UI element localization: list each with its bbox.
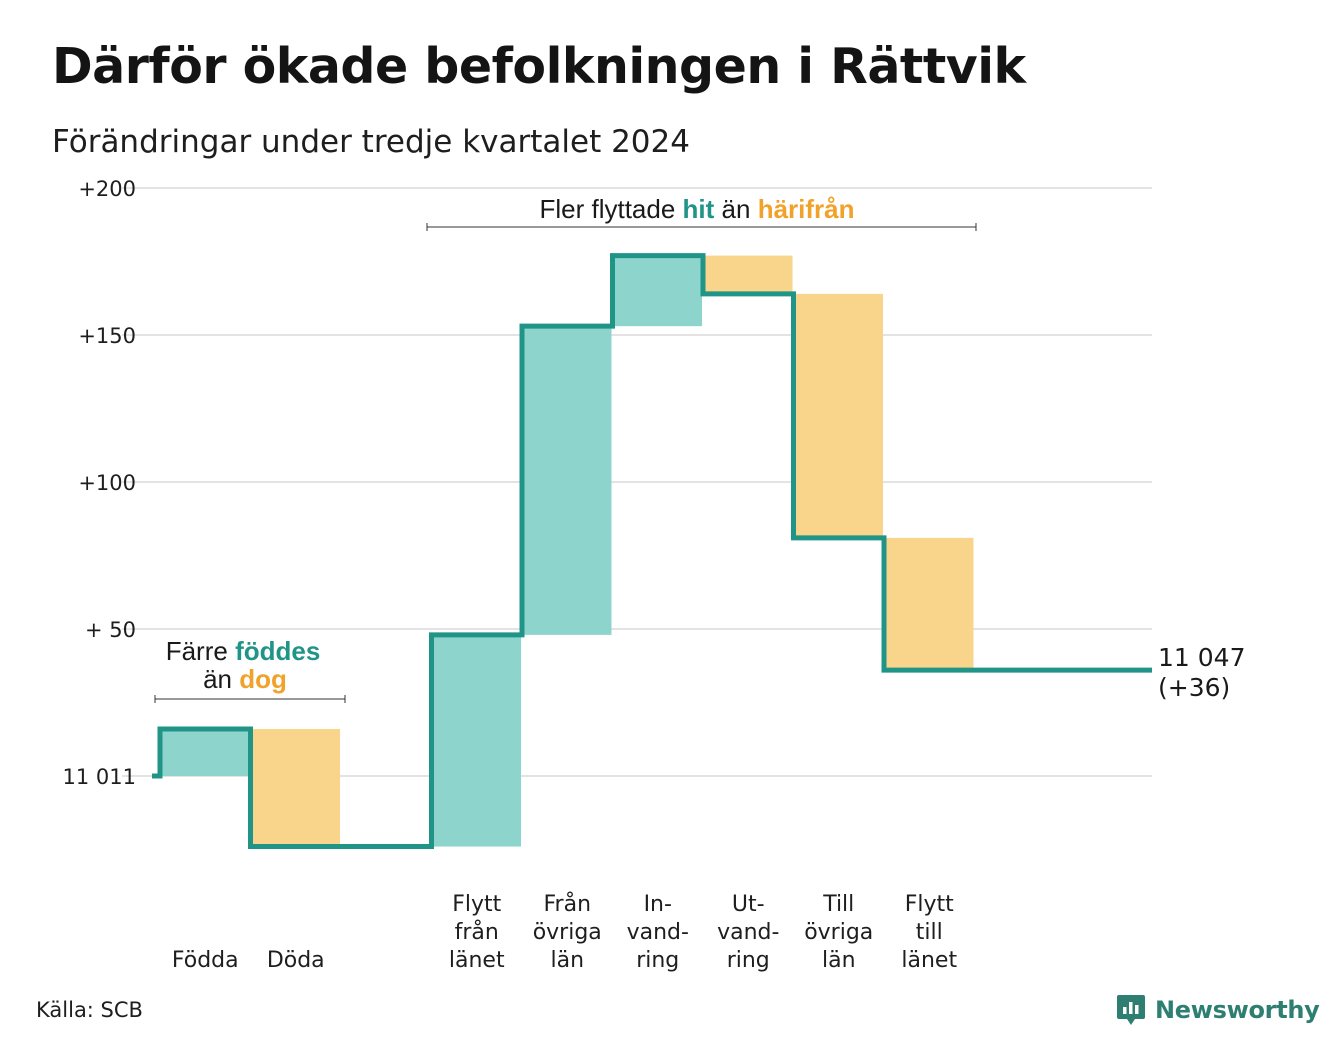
brand-name: Newsworthy (1155, 996, 1320, 1024)
waterfall-bar (161, 728, 250, 776)
births-annotation-prefix2: än (203, 664, 232, 694)
chart-title: Därför ökade befolkningen i Rättvik (52, 38, 1026, 95)
category-label: Flytt till länet (901, 892, 957, 973)
y-tick-label: +200 (78, 177, 136, 201)
migration-bracket (426, 223, 977, 231)
migration-annotation-prefix: Fler flyttade (539, 194, 675, 224)
births-annotation-highlight: föddes (235, 636, 320, 666)
births-annotation-line1: Färre föddes (166, 636, 321, 666)
migration-annotation: Fler flyttade hit än härifrån (426, 194, 977, 231)
y-axis-ticks: 11 011 + 50 +100 +150 +200 (63, 177, 136, 789)
newsworthy-logo-icon (1117, 995, 1145, 1025)
waterfall-bar (432, 634, 521, 847)
waterfall-bar (794, 293, 883, 538)
waterfall-bar (523, 326, 612, 635)
births-bracket (154, 695, 346, 703)
y-tick-label: + 50 (85, 618, 136, 642)
migration-annotation-text: Fler flyttade hit än härifrån (539, 194, 854, 224)
waterfall-chart: 11 011 + 50 +100 +150 +200 Födda Döda Flytt frå… (63, 177, 1246, 973)
category-label: Till övriga län (804, 892, 873, 973)
category-label: Ut-vand-ring (717, 892, 779, 973)
bars (161, 255, 974, 847)
category-label: Från övriga län (533, 891, 602, 973)
category-label: Flytt från länet (449, 892, 505, 973)
migration-annotation-out: härifrån (758, 194, 855, 224)
y-tick-label: 11 011 (63, 765, 136, 789)
y-tick-label: +150 (78, 324, 136, 348)
cumulative-step-line (152, 253, 1152, 850)
category-label: In-vand-ring (627, 892, 689, 973)
migration-annotation-middle: än (722, 194, 751, 224)
births-annotation-prefix: Färre (166, 636, 228, 666)
category-labels: Födda Döda Flytt från länet Från övriga län In-v… (172, 891, 958, 973)
end-value: 11 047 (1158, 643, 1245, 672)
y-tick-label: +100 (78, 471, 136, 495)
category-label: Födda (172, 948, 239, 973)
end-change: (+36) (1158, 673, 1230, 702)
category-label: Döda (267, 948, 325, 973)
chart-subtitle: Förändringar under tredje kvartalet 2024 (52, 124, 690, 160)
migration-annotation-in: hit (683, 194, 715, 224)
births-annotation-highlight2: dog (239, 664, 287, 694)
births-annotation-line2: än dog (203, 664, 287, 694)
waterfall-bar (704, 255, 793, 294)
waterfall-bar (885, 537, 974, 671)
end-value-label: 11 047 (+36) (1158, 643, 1245, 702)
waterfall-bar (613, 255, 702, 327)
waterfall-bar (251, 728, 340, 847)
source-note: Källa: SCB (36, 998, 143, 1022)
brand-logo[interactable]: Newsworthy (1116, 993, 1320, 1027)
births-annotation: Färre föddes än dog (154, 636, 346, 703)
